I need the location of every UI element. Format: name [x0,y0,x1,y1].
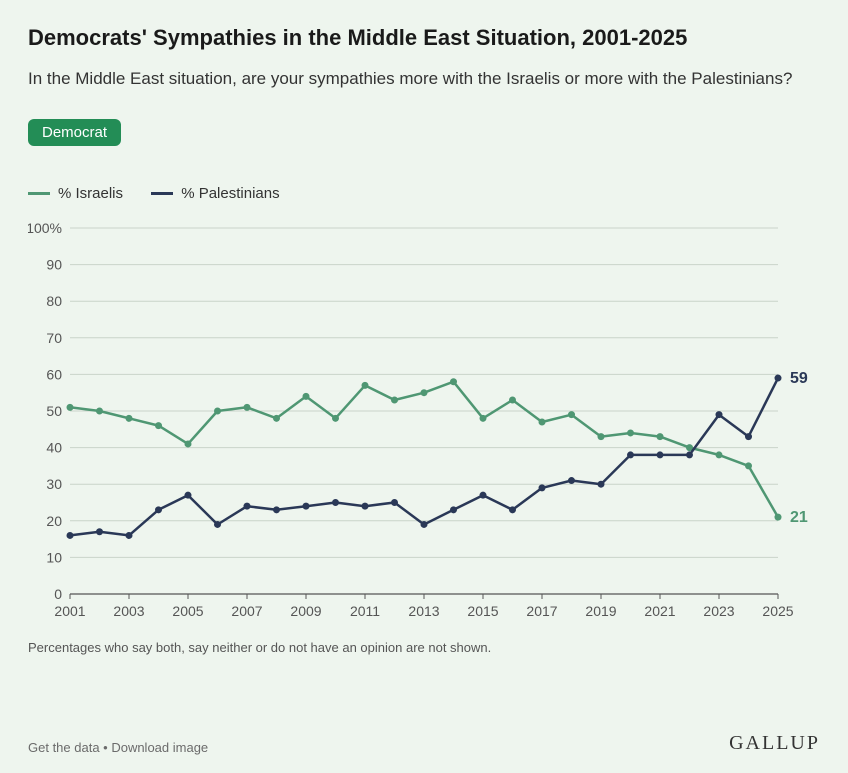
legend-swatch-israelis [28,192,50,195]
svg-text:100%: 100% [28,220,62,236]
legend-item-israelis: % Israelis [28,185,123,202]
chart-subtitle: In the Middle East situation, are your s… [28,67,808,92]
chart-title: Democrats' Sympathies in the Middle East… [28,24,820,53]
svg-text:2011: 2011 [350,603,380,619]
svg-text:90: 90 [46,257,62,273]
svg-text:60: 60 [46,367,62,383]
legend-label-palestinians: % Palestinians [181,185,279,202]
svg-text:2013: 2013 [408,603,439,619]
svg-text:2021: 2021 [644,603,675,619]
svg-text:10: 10 [46,550,62,566]
footnote: Percentages who say both, say neither or… [28,640,820,655]
svg-text:70: 70 [46,330,62,346]
svg-text:2009: 2009 [290,603,321,619]
svg-text:2007: 2007 [231,603,262,619]
svg-text:2023: 2023 [703,603,734,619]
line-chart: 0 10 20 30 40 50 60 70 80 90 100% 2001 2003 2005 2007 2… [28,218,820,626]
svg-text:2017: 2017 [526,603,557,619]
svg-text:2019: 2019 [585,603,616,619]
filter-pill-democrat[interactable]: Democrat [28,119,121,146]
svg-text:20: 20 [46,513,62,529]
legend: % Israelis % Palestinians [28,182,820,202]
svg-text:50: 50 [46,403,62,419]
svg-text:2015: 2015 [467,603,498,619]
legend-label-israelis: % Israelis [58,185,123,202]
svg-text:2003: 2003 [113,603,144,619]
svg-text:2025: 2025 [762,603,793,619]
svg-text:30: 30 [46,476,62,492]
svg-text:2001: 2001 [54,603,85,619]
chart-area: 0 10 20 30 40 50 60 70 80 90 100% 2001 2003 2005 2007 2… [28,218,820,626]
svg-text:21: 21 [790,509,808,526]
svg-text:80: 80 [46,293,62,309]
svg-text:2005: 2005 [172,603,203,619]
svg-text:40: 40 [46,440,62,456]
download-links[interactable]: Get the data • Download image [28,740,208,755]
attribution-logo: GALLUP [729,732,820,755]
legend-item-palestinians: % Palestinians [151,185,279,202]
svg-text:0: 0 [54,586,62,602]
legend-swatch-palestinians [151,192,173,195]
svg-text:59: 59 [790,370,808,387]
